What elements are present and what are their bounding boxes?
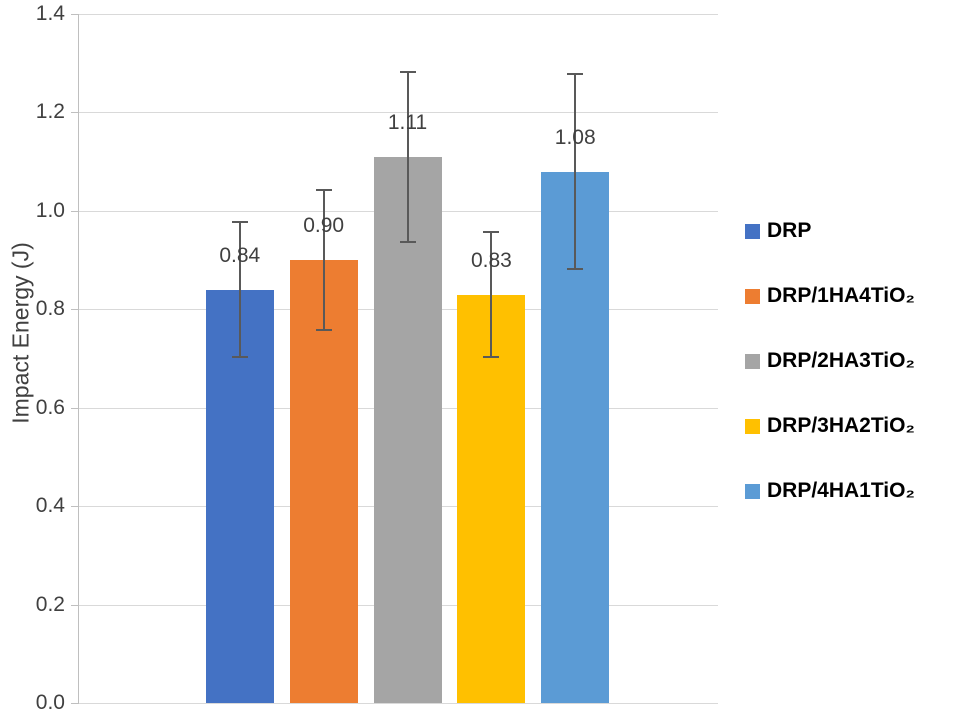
legend-swatch — [745, 418, 760, 434]
error-bar-cap-bottom — [315, 329, 332, 332]
y-tick-label: 1.2 — [35, 100, 65, 124]
error-bar-line — [574, 73, 577, 270]
bar-value-label: 0.84 — [219, 243, 261, 267]
error-bar-line — [238, 220, 241, 359]
bar-1 — [205, 289, 274, 703]
bar-value-label: 1.11 — [387, 110, 428, 134]
bar-2 — [289, 260, 358, 703]
y-tick-label: 0.0 — [35, 691, 65, 714]
bar-3 — [373, 156, 442, 703]
legend-item: DRP/3HA2TiO₂ — [745, 414, 915, 438]
legend-swatch — [745, 353, 760, 369]
error-bar-cap-top — [483, 230, 500, 233]
legend-item: DRP/1HA4TiO₂ — [745, 284, 915, 308]
legend-label: DRP/2HA3TiO₂ — [767, 349, 915, 372]
error-bar-line — [322, 188, 325, 332]
legend-label: DRP/3HA2TiO₂ — [767, 414, 915, 437]
legend-swatch — [745, 223, 760, 239]
y-tick-mark — [71, 604, 79, 606]
error-bar-cap-top — [231, 220, 248, 223]
bar-value-label: 0.90 — [303, 214, 345, 238]
error-bar-5 — [567, 73, 584, 270]
error-bar-2 — [315, 188, 332, 332]
bar-4 — [457, 294, 526, 703]
y-tick-mark — [71, 14, 79, 15]
y-tick-mark — [71, 309, 79, 311]
error-bar-cap-top — [567, 73, 584, 76]
error-bar-cap-bottom — [483, 356, 500, 359]
error-bar-4 — [483, 230, 500, 359]
error-bar-1 — [231, 220, 248, 359]
y-tick-mark — [71, 112, 79, 114]
y-tick-mark — [71, 407, 79, 409]
y-tick-label: 0.4 — [35, 494, 65, 518]
y-tick-label: 0.8 — [35, 297, 65, 321]
y-tick-mark — [71, 703, 79, 704]
error-bar-3 — [399, 70, 416, 243]
y-tick-label: 1.0 — [35, 198, 65, 222]
gridline — [79, 112, 718, 114]
legend-swatch — [745, 483, 760, 499]
gridline — [79, 703, 718, 704]
y-tick-mark — [71, 210, 79, 212]
legend-label: DRP/1HA4TiO₂ — [767, 284, 915, 307]
y-tick-mark — [71, 506, 79, 508]
legend-swatch — [745, 288, 760, 304]
bar-value-label: 1.08 — [554, 125, 596, 149]
gridline — [79, 14, 718, 15]
legend-label: DRP/4HA1TiO₂ — [767, 479, 915, 502]
y-tick-label: 1.4 — [35, 2, 65, 25]
legend-label: DRP — [767, 219, 812, 242]
error-bar-cap-top — [315, 188, 332, 191]
error-bar-line — [406, 70, 409, 243]
plot-area: 0.0 0.2 0.4 0.6 0.8 1.0 1.2 1.4 0.84 0.90 1.11 0.83… — [36, 2, 718, 714]
y-tick-label: 0.2 — [35, 592, 65, 616]
error-bar-cap-bottom — [399, 240, 416, 243]
y-tick-label: 0.6 — [35, 395, 65, 419]
error-bar-cap-top — [399, 70, 416, 73]
legend: DRP DRP/1HA4TiO₂ DRP/2HA3TiO₂ DRP/3HA2TiO₂ D… — [745, 219, 915, 503]
error-bar-cap-bottom — [231, 356, 248, 359]
error-bar-cap-bottom — [567, 267, 584, 270]
legend-item: DRP — [745, 219, 915, 243]
legend-item: DRP/4HA1TiO₂ — [745, 479, 915, 503]
error-bar-line — [490, 230, 493, 359]
legend-item: DRP/2HA3TiO₂ — [745, 349, 915, 373]
bar-value-label: 0.83 — [470, 248, 512, 272]
